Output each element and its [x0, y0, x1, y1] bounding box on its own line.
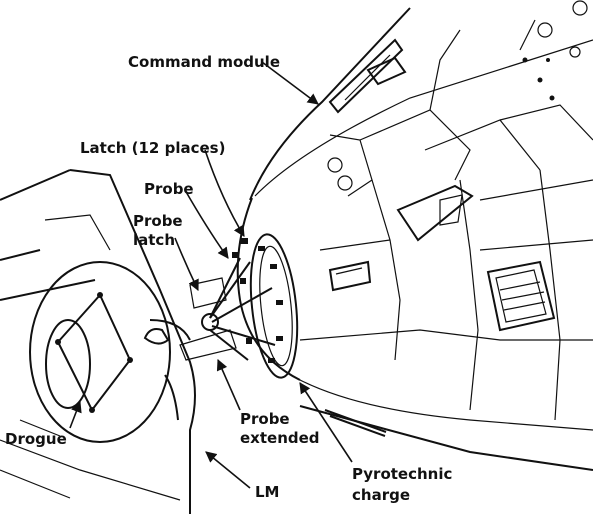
probe-assembly [143, 238, 283, 363]
label-latch: Latch (12 places) [80, 139, 225, 157]
label-command-module: Command module [128, 53, 280, 71]
label-lm: LM [255, 483, 280, 501]
command-module-body [236, 0, 593, 471]
lunar-module [0, 169, 196, 514]
label-pyrotechnic-1: Pyrotechnic [352, 465, 452, 483]
label-probe-latch-2: latch [133, 231, 175, 249]
label-drogue: Drogue [5, 430, 67, 448]
label-probe: Probe [144, 180, 194, 198]
label-probe-extended-2: extended [240, 429, 320, 447]
label-pyrotechnic-2: charge [352, 486, 410, 504]
leader-lines [69, 61, 353, 489]
label-probe-extended-1: Probe [240, 410, 290, 428]
label-probe-latch-1: Probe [133, 212, 183, 230]
